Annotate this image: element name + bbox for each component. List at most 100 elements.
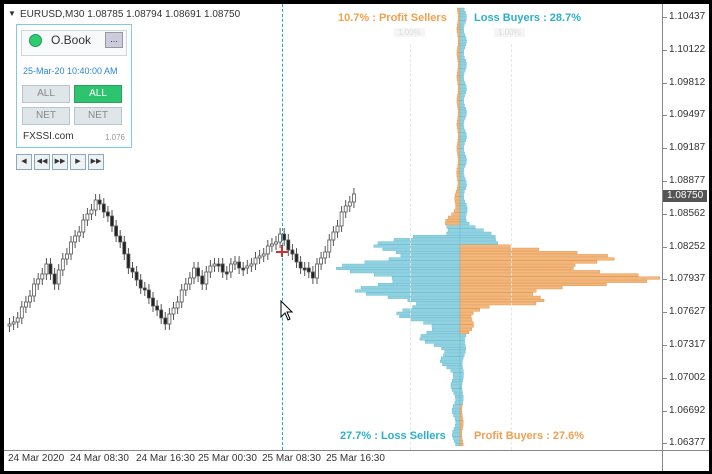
orderbook-bar-right [459, 347, 466, 351]
orderbook-bar-left [451, 388, 461, 392]
orderbook-bar-left [456, 145, 461, 149]
orderbook-bar-left [443, 353, 461, 357]
candle-body [159, 309, 164, 319]
orderbook-bar-right [459, 359, 463, 363]
fast-forward-icon[interactable]: ▶▶ [52, 154, 68, 170]
orderbook-bar-left [457, 10, 461, 14]
orderbook-bar-left [457, 23, 461, 27]
candle-body [241, 267, 246, 271]
candle-body [212, 263, 217, 267]
play-icon[interactable]: ▶ [70, 154, 86, 170]
orderbook-bar-right [459, 254, 608, 258]
orderbook-bar-right [459, 443, 464, 447]
orderbook-bar-right [459, 81, 466, 85]
orderbook-bar-right [459, 151, 465, 155]
orderbook-bar-right [459, 164, 466, 168]
orderbook-bar-right [459, 170, 464, 174]
orderbook-bar-left [457, 81, 461, 85]
scale-line-right [511, 44, 512, 450]
chart-area[interactable]: ▼ EURUSD,M30 1.08785 1.08794 1.08691 1.0… [4, 4, 662, 450]
orderbook-bar-left [445, 222, 461, 226]
brand-label[interactable]: FXSSI.com [23, 131, 74, 142]
candle-body [319, 257, 324, 265]
orderbook-bar-right [459, 14, 467, 18]
minimize-button[interactable]: ... [105, 32, 123, 48]
orderbook-bar-right [459, 180, 467, 184]
orderbook-bar-left [457, 164, 461, 168]
candle-body [274, 241, 278, 245]
orderbook-bar-left [452, 372, 461, 376]
orderbook-bar-left [455, 443, 461, 447]
orderbook-bar-left [448, 215, 461, 219]
orderbook-bar-left [457, 161, 461, 165]
orderbook-bar-right [459, 142, 465, 146]
candle-body [343, 205, 348, 213]
orderbook-bar-right [459, 186, 466, 190]
orderbook-bar-left [450, 382, 461, 386]
orderbook-bar-right [459, 382, 463, 386]
orderbook-bar-left [453, 427, 461, 431]
orderbook-bar-left [457, 7, 461, 11]
orderbook-bar-right [459, 94, 465, 98]
crosshair-vertical-line [282, 4, 283, 450]
orderbook-bar-right [459, 388, 463, 392]
all-right-button[interactable]: ALL [74, 85, 122, 103]
orderbook-bar-left [377, 241, 461, 245]
orderbook-bar-right [459, 423, 464, 427]
orderbook-bar-left [453, 404, 461, 408]
orderbook-bar-left [456, 30, 461, 34]
orderbook-bar-left [456, 174, 461, 178]
candle-body [335, 225, 340, 233]
orderbook-bar-right [459, 241, 498, 245]
orderbook-bar-right [459, 439, 463, 443]
orderbook-bar-left [407, 299, 461, 303]
version-label: 1.076 [104, 133, 125, 142]
orderbook-bar-left [440, 356, 461, 360]
orderbook-bar-left [456, 167, 461, 171]
candle-body [204, 271, 209, 285]
orderbook-bar-left [458, 65, 461, 69]
net-left-button[interactable]: NET [22, 107, 70, 125]
orderbook-bar-right [459, 55, 465, 59]
candle-body [294, 253, 299, 263]
orderbook-bar-left [423, 321, 461, 325]
candle-body [233, 261, 237, 265]
orderbook-bar-left [342, 263, 461, 267]
candle-body [52, 273, 57, 285]
skip-forward-icon[interactable]: ▶▶ [88, 154, 104, 170]
orderbook-bar-left [456, 27, 461, 31]
orderbook-bar-left [392, 279, 461, 283]
orderbook-bar-left [374, 273, 461, 277]
dropdown-arrow-icon[interactable]: ▼ [8, 9, 16, 18]
price-tick [663, 115, 667, 117]
orderbook-bar-left [393, 238, 461, 242]
time-axis[interactable]: 24 Mar 2020 24 Mar 08:30 24 Mar 16:30 25 Ma… [4, 450, 662, 471]
orderbook-bar-left [396, 311, 461, 315]
orderbook-bar-left [413, 234, 461, 238]
skip-back-icon[interactable]: ◀ [16, 154, 32, 170]
time-label: 25 Mar 16:30 [326, 453, 385, 464]
orderbook-bar-right [459, 119, 465, 123]
candle-body [110, 215, 114, 227]
orderbook-title: O.Book [51, 33, 92, 47]
price-axis[interactable]: 1.10437 1.10122 1.09812 1.09497 1.09187 1.088… [662, 4, 709, 450]
price-label: 1.06377 [669, 437, 706, 449]
loss-sellers-label: 27.7% : Loss Sellers [340, 430, 446, 442]
orderbook-bar-right [459, 395, 464, 399]
candle-body [11, 321, 16, 325]
price-label: 1.10122 [669, 43, 706, 55]
orderbook-bar-left [457, 129, 461, 133]
net-right-button[interactable]: NET [74, 107, 122, 125]
rewind-icon[interactable]: ◀◀ [34, 154, 50, 170]
orderbook-bar-left [425, 340, 461, 344]
candle-body [278, 233, 283, 243]
all-left-button[interactable]: ALL [22, 85, 70, 103]
orderbook-bar-right [459, 212, 467, 216]
orderbook-date[interactable]: 25-Mar-20 10:40:00 AM [23, 66, 118, 76]
orderbook-bar-right [459, 52, 464, 56]
orderbook-bar-left [355, 289, 461, 293]
orderbook-bar-right [459, 158, 467, 162]
orderbook-bar-left [457, 106, 461, 110]
orderbook-bar-left [457, 132, 461, 136]
orderbook-bar-left [456, 74, 461, 78]
